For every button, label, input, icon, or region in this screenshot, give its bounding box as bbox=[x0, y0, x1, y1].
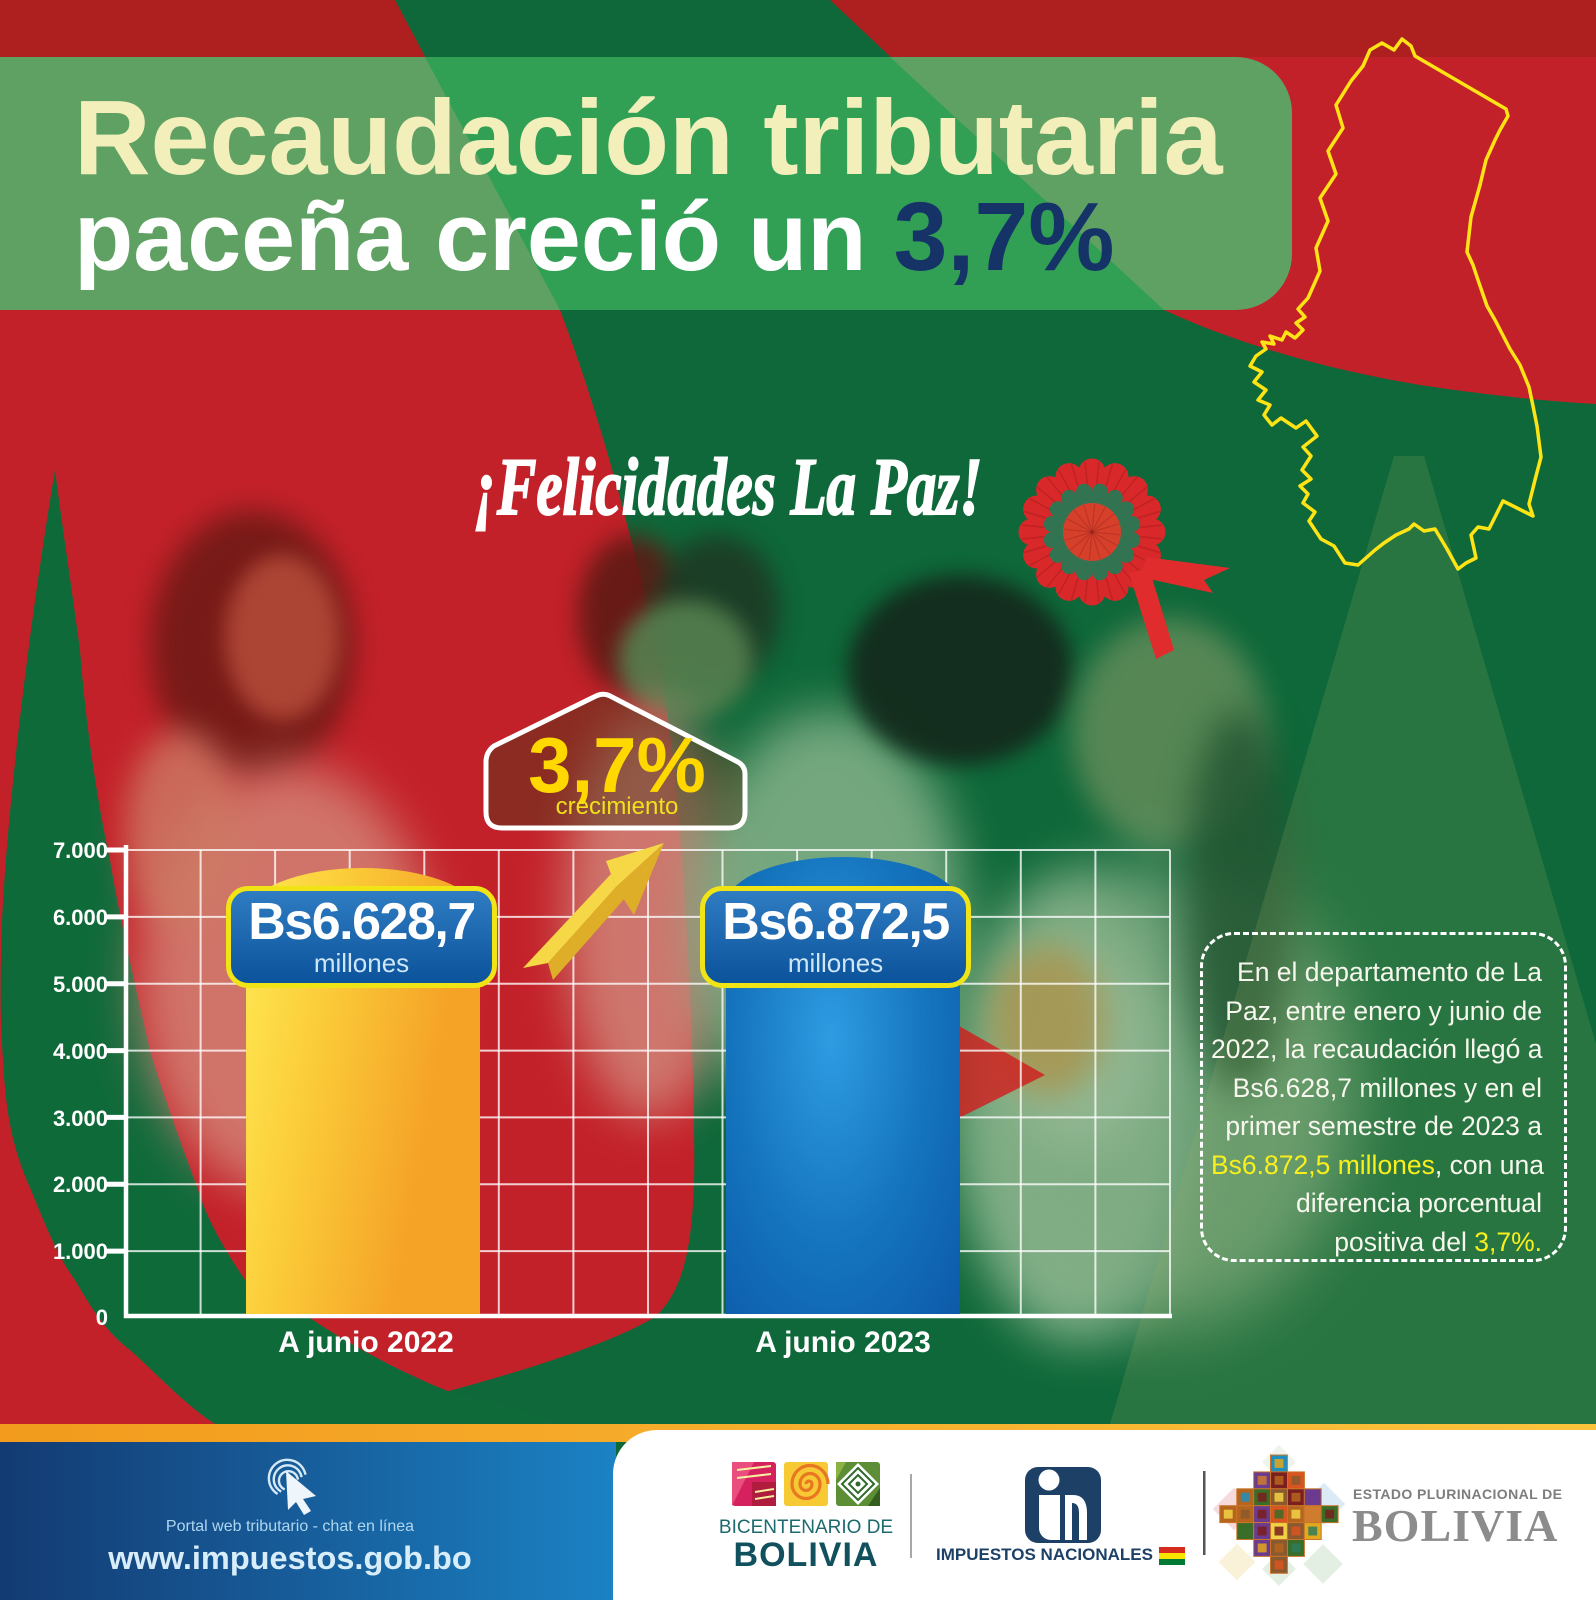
svg-text:3.000: 3.000 bbox=[53, 1106, 108, 1131]
svg-text:3,7%: 3,7% bbox=[528, 721, 706, 809]
svg-text:6.000: 6.000 bbox=[53, 905, 108, 930]
svg-text:BOLIVIA: BOLIVIA bbox=[1352, 1500, 1558, 1551]
svg-text:BOLIVIA: BOLIVIA bbox=[734, 1536, 879, 1574]
svg-text:0: 0 bbox=[96, 1305, 108, 1330]
svg-text:IMPUESTOS NACIONALES: IMPUESTOS NACIONALES bbox=[936, 1545, 1153, 1564]
svg-text:5.000: 5.000 bbox=[53, 972, 108, 997]
svg-text:BICENTENARIO DE: BICENTENARIO DE bbox=[719, 1517, 893, 1538]
svg-text:7.000: 7.000 bbox=[53, 838, 108, 863]
svg-text:2.000: 2.000 bbox=[53, 1172, 108, 1197]
svg-text:1.000: 1.000 bbox=[53, 1239, 108, 1264]
svg-text:4.000: 4.000 bbox=[53, 1039, 108, 1064]
svg-text:crecimiento: crecimiento bbox=[556, 793, 679, 820]
svg-text:ESTADO PLURINACIONAL DE: ESTADO PLURINACIONAL DE bbox=[1353, 1486, 1562, 1502]
